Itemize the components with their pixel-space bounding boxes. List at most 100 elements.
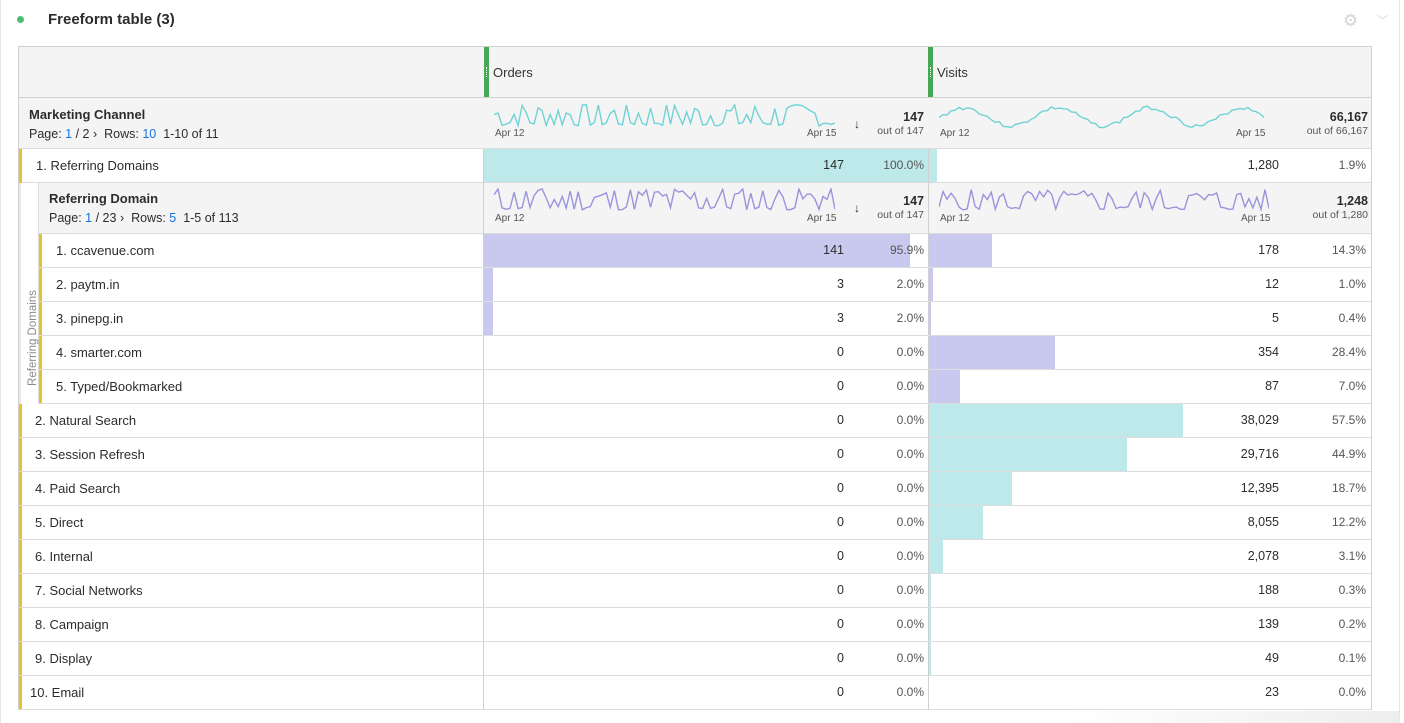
orders-percent: 2.0% — [896, 277, 924, 291]
sparkline-end-date: Apr 15 — [807, 213, 837, 224]
column-header-visits[interactable]: Visits — [928, 47, 1371, 97]
orders-sparkline — [494, 104, 835, 129]
row-label[interactable]: 3. pinepg.in — [56, 311, 124, 326]
panel-footer-shadow — [1069, 711, 1399, 723]
table-row[interactable]: 5. Direct 0 0.0% 8,055 12.2% — [19, 506, 1371, 540]
visits-value: 12,395 — [1240, 481, 1279, 495]
visits-value: 178 — [1258, 243, 1279, 257]
visits-value: 1,280 — [1247, 158, 1279, 172]
orders-bar — [484, 268, 493, 301]
row-label[interactable]: 5. Typed/Bookmarked — [56, 379, 183, 394]
row-label[interactable]: 4. smarter.com — [56, 345, 142, 360]
orders-percent: 0.0% — [896, 583, 924, 597]
table-row[interactable]: 7. Social Networks 0 0.0% 188 0.3% — [19, 574, 1371, 608]
table-row[interactable]: 6. Internal 0 0.0% 2,078 3.1% — [19, 540, 1371, 574]
row-label[interactable]: 8. Campaign — [35, 617, 109, 632]
visits-percent: 28.4% — [1331, 345, 1366, 359]
column-divider — [928, 149, 929, 710]
row-marker — [19, 574, 22, 607]
orders-percent: 0.0% — [896, 413, 924, 427]
row-range: 1-5 of 113 — [183, 211, 239, 225]
page-total: / 2 — [75, 127, 90, 141]
row-label[interactable]: 2. Natural Search — [35, 413, 137, 428]
rows-per-page[interactable]: 5 — [169, 211, 177, 225]
orders-total: 147 — [903, 194, 924, 208]
visits-value: 87 — [1265, 379, 1279, 393]
next-page-icon[interactable]: › — [92, 127, 98, 141]
row-label[interactable]: 2. paytm.in — [56, 277, 120, 292]
column-label-orders: Orders — [493, 65, 533, 80]
visits-value: 2,078 — [1247, 549, 1279, 563]
row-label[interactable]: 6. Internal — [35, 549, 93, 564]
orders-value: 0 — [837, 583, 844, 597]
freeform-table: Orders Visits Marketing Channel Page: 1 … — [18, 46, 1372, 710]
visits-percent: 3.1% — [1338, 549, 1366, 563]
column-drag-handle[interactable] — [484, 47, 489, 97]
row-marker — [19, 642, 22, 675]
visits-value: 188 — [1258, 583, 1279, 597]
visits-value: 23 — [1265, 685, 1279, 699]
table-row[interactable]: 3. Session Refresh 0 0.0% 29,716 44.9% — [19, 438, 1371, 472]
subtable-row[interactable]: 2. paytm.in 3 2.0% 12 1.0% — [39, 268, 1371, 302]
rows-per-page[interactable]: 10 — [142, 127, 157, 141]
page-current[interactable]: 1 — [85, 211, 93, 225]
subtable-row[interactable]: 1. ccavenue.com 141 95.9% 178 14.3% — [39, 234, 1371, 268]
column-drag-handle[interactable] — [928, 47, 933, 97]
subtable-row[interactable]: 5. Typed/Bookmarked 0 0.0% 87 7.0% — [39, 370, 1371, 404]
row-marker — [39, 268, 42, 301]
table-row[interactable]: 10. Email 0 0.0% 23 0.0% — [19, 676, 1371, 710]
visits-bar — [929, 234, 993, 267]
orders-percent: 0.0% — [896, 379, 924, 393]
orders-percent: 0.0% — [896, 481, 924, 495]
row-label[interactable]: 7. Social Networks — [35, 583, 143, 598]
subtable-row[interactable]: 3. pinepg.in 3 2.0% 5 0.4% — [39, 302, 1371, 336]
row-label[interactable]: 9. Display — [35, 651, 93, 666]
orders-percent: 0.0% — [896, 549, 924, 563]
row-label[interactable]: 1. Referring Domains — [36, 158, 159, 173]
orders-value: 0 — [837, 685, 844, 699]
next-page-icon[interactable]: › — [119, 211, 125, 225]
row-label[interactable]: 4. Paid Search — [35, 481, 121, 496]
visits-percent: 1.9% — [1338, 158, 1366, 172]
row-marker — [19, 404, 22, 437]
sort-descending-icon[interactable]: ↓ — [854, 201, 860, 215]
table-row[interactable]: 9. Display 0 0.0% 49 0.1% — [19, 642, 1371, 676]
dimension-title[interactable]: Referring Domain — [49, 191, 159, 206]
visits-bar — [929, 642, 931, 675]
row-label[interactable]: 10. Email — [30, 685, 85, 700]
column-header-orders[interactable]: Orders — [484, 47, 928, 97]
row-label[interactable]: 5. Direct — [35, 515, 84, 530]
visits-value: 139 — [1258, 617, 1279, 631]
subtable-row[interactable]: 4. smarter.com 0 0.0% 354 28.4% — [39, 336, 1371, 370]
sparkline-end-date: Apr 15 — [1241, 213, 1271, 224]
visits-out-of: out of 1,280 — [1312, 209, 1368, 221]
row-marker — [39, 336, 42, 369]
rows-label: Rows: — [104, 127, 139, 141]
gear-icon[interactable]: ⚙ — [1343, 11, 1359, 30]
summary-row-marketing-channel: Marketing Channel Page: 1 / 2 › Rows: 10… — [19, 98, 1371, 149]
breakdown-marker — [19, 183, 21, 404]
sort-descending-icon[interactable]: ↓ — [854, 117, 860, 131]
sparkline-start-date: Apr 12 — [940, 213, 970, 224]
orders-percent: 0.0% — [896, 515, 924, 529]
row-label[interactable]: 1. ccavenue.com — [56, 243, 155, 258]
table-row[interactable]: 2. Natural Search 0 0.0% 38,029 57.5% — [19, 404, 1371, 438]
table-row[interactable]: 1. Referring Domains 147 100.0% 1,280 1.9% — [19, 149, 1371, 183]
panel-title[interactable]: Freeform table (3) — [48, 11, 175, 28]
visits-percent: 1.0% — [1338, 277, 1366, 291]
orders-out-of: out of 147 — [877, 125, 924, 137]
row-marker — [19, 540, 22, 573]
visits-percent: 14.3% — [1331, 243, 1366, 257]
orders-total: 147 — [903, 110, 924, 124]
table-row[interactable]: 8. Campaign 0 0.0% 139 0.2% — [19, 608, 1371, 642]
breakdown-label: Referring Domains — [27, 290, 39, 386]
table-row[interactable]: 4. Paid Search 0 0.0% 12,395 18.7% — [19, 472, 1371, 506]
chevron-down-icon[interactable]: ﹀ — [1377, 15, 1388, 27]
visits-value: 5 — [1272, 311, 1279, 325]
row-label[interactable]: 3. Session Refresh — [35, 447, 145, 462]
visits-bar — [929, 574, 931, 607]
page-label: Page: — [49, 211, 82, 225]
visits-bar — [929, 404, 1184, 437]
page-current[interactable]: 1 — [65, 127, 73, 141]
dimension-title[interactable]: Marketing Channel — [29, 107, 146, 122]
